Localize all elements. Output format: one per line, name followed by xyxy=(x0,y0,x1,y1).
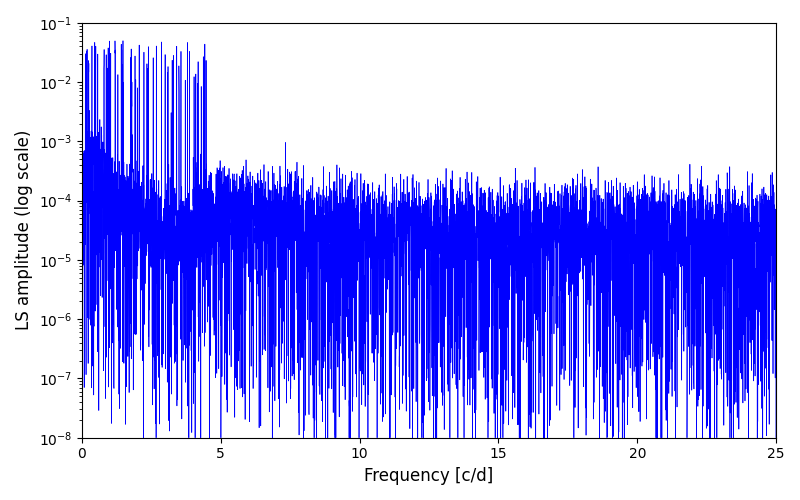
X-axis label: Frequency [c/d]: Frequency [c/d] xyxy=(364,467,494,485)
Y-axis label: LS amplitude (log scale): LS amplitude (log scale) xyxy=(15,130,33,330)
